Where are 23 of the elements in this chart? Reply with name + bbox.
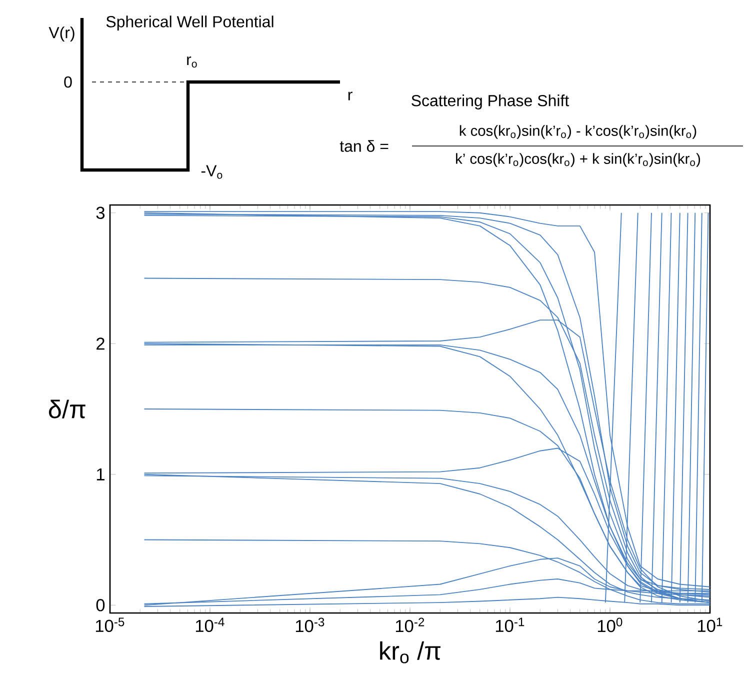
text: r [348, 92, 352, 100]
text: r$_{o}$ [187, 56, 197, 68]
text: 0 [64, 76, 72, 88]
x-tick-label: 10$^{-3}$ [296, 618, 324, 632]
text: tan δ = [340, 140, 388, 152]
y-tick-label: 0 [96, 599, 105, 612]
y-tick-label: 1 [96, 468, 104, 480]
text: k’ cos(k’r$_{o}$)cos(kr$_{o}$) + k sin(k’r$_{o}$)sin(kr$_{o}$) [456, 153, 700, 167]
text: k cos(kr$_{o}$)sin(k’r$_{o}$) - k’cos(k’r$_{o}$)sin(kr$_{o}$) [460, 125, 696, 139]
text: -V$_{o}$ [201, 165, 222, 179]
x-tick-label: 10$^{-2}$ [396, 618, 424, 632]
text: V(r) [48, 26, 74, 42]
text: Scattering Phase Shift [412, 94, 570, 110]
text: Spherical Well Potential [106, 16, 274, 31]
x-tick-label: 10$^{-4}$ [196, 618, 224, 632]
x-tick-label: 10$^{-5}$ [96, 618, 124, 632]
x-tick-label: 10$^{0}$ [598, 618, 622, 632]
y-tick-label: 2 [96, 338, 104, 350]
x-tick-label: 10$^{1}$ [698, 618, 722, 632]
y-axis-title: δ/π [48, 400, 86, 418]
x-axis-title: kr$_{o}$ /π [380, 641, 440, 664]
y-tick-label: 3 [96, 206, 105, 219]
x-tick-label: 10$^{-1}$ [496, 618, 524, 632]
